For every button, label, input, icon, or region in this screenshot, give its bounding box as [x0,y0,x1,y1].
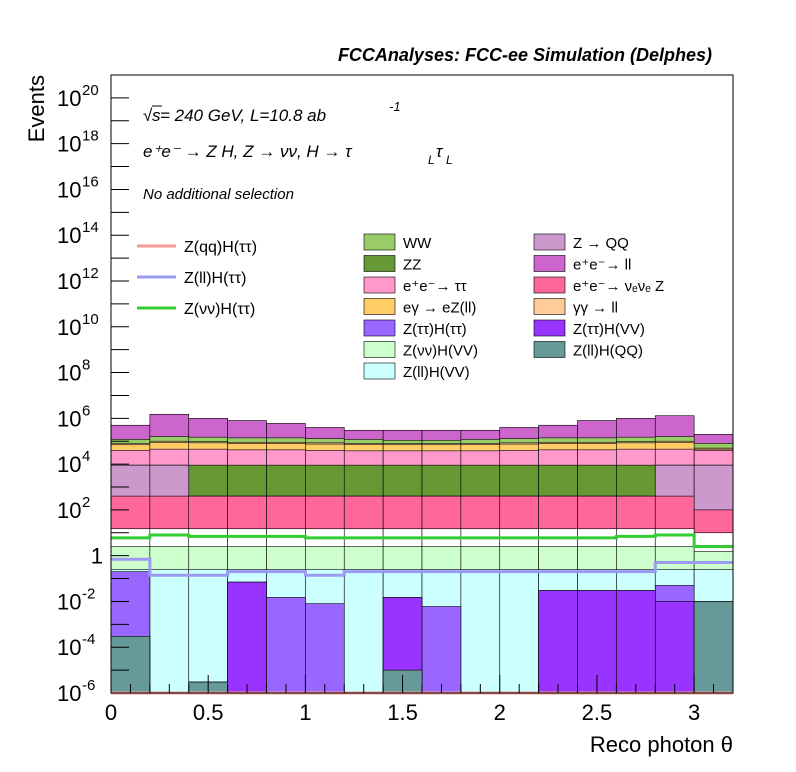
process-sub2: L [446,153,453,167]
legend-swatch [363,276,396,294]
x-tick-label: 3 [688,700,700,725]
y-tick-exponent: 2 [82,494,90,511]
y-tick-exponent: 16 [82,173,99,190]
legend: Z(qq)H(ττ) Z(ll)H(ττ) Z(νν)H(ττ) WW ZZ e⁺e⁻→ … [137,233,664,381]
legend-label: γγ → ll [573,300,618,317]
y-tick-label: 10 [57,361,81,386]
y-tick-exponent: 18 [82,128,99,145]
legend-swatch [363,298,396,315]
legend-label: e⁺e⁻→ ττ [403,278,467,295]
bar-z-ll-h-vv--9 [460,569,501,694]
y-tick-label: 10 [57,86,81,111]
y-tick-exponent: 20 [82,82,99,99]
bar-z-h-vv--13 [616,590,656,694]
y-tick-label: 10 [57,223,81,248]
chart-title: FCCAnalyses: FCC-ee Simulation (Delphes) [338,45,712,65]
sqrt-symbol: √ [143,106,153,125]
y-tick-label: 10 [57,635,81,660]
legend-swatch [533,255,566,272]
selection-text: No additional selection [143,186,294,203]
legend-label: e⁺e⁻→ νₑνₑ Z [573,278,664,295]
x-tick-label: 1.5 [387,700,418,725]
y-tick-exponent: 4 [82,448,90,465]
x-tick-label: 0.5 [193,700,224,725]
legend-swatch [533,341,566,358]
process-tau: τ [436,142,444,161]
legend-swatch [533,233,566,251]
y-tick-label: 10 [57,498,81,523]
bar-z-h--5 [305,603,345,694]
histogram-stack [110,414,734,694]
bar-z-h-vv--11 [538,590,578,694]
bar-z-h-vv--14 [654,601,695,694]
x-axis-label: Reco photon θ [590,732,733,757]
legend-swatch [363,233,396,251]
bar-z-ll-h-qq--15 [693,601,734,694]
y-tick-label: 10 [57,177,81,202]
legend-label: WW [403,235,432,252]
y-tick-label: 10 [57,589,81,614]
y-tick-exponent: 8 [82,357,90,374]
bar-z-ll-h-vv--1 [149,569,190,694]
process-text: e⁺e⁻ → Z H, Z → νν, H → τ [143,142,353,161]
y-tick-label: 10 [57,269,81,294]
x-tick-label: 1 [299,700,311,725]
y-tick-label: 10 [57,681,81,706]
y-tick-exponent: 14 [82,219,99,236]
y-tick-label: 10 [57,132,81,157]
x-tick-label: 0 [105,700,117,725]
legend-label: ZZ [403,257,421,274]
legend-label: Z(ττ)H(ττ) [403,321,467,338]
legend-label: eγ → eZ(ll) [403,300,476,317]
energy-exponent: -1 [389,99,401,114]
legend-label: Z(ll)H(VV) [403,364,470,381]
legend-line-label: Z(ll)H(ττ) [184,270,246,287]
legend-label: Z(ll)H(QQ) [573,343,643,360]
y-tick-exponent: 6 [82,402,90,419]
y-tick-exponent: -6 [82,677,95,694]
bar-z-h-vv--3 [227,581,267,694]
x-axis: 0 0.5 1 1.5 2 2.5 3 [105,675,734,725]
bar-z-h--8 [421,606,462,694]
legend-swatch [363,362,396,380]
bar-z-ll-h-vv--10 [499,569,539,694]
y-tick-exponent: 12 [82,265,99,282]
x-tick-label: 2 [494,700,506,725]
line-z-ll-h- [111,557,733,577]
y-tick-label: 1 [91,544,103,569]
bar-z-ll-h-vv--2 [188,569,228,694]
legend-swatch [363,319,396,337]
legend-label: Z → QQ [573,235,629,252]
legend-label: Z(ττ)H(VV) [573,321,645,338]
energy-annotation: √ s = 240 GeV, L=10.8 ab -1 [143,99,401,125]
legend-swatch [363,255,396,272]
process-sub1: L [428,153,435,167]
process-annotation: e⁺e⁻ → Z H, Z → νν, H → τ L τ L [143,142,453,167]
line-z-h- [111,533,733,549]
legend-swatch [533,298,566,315]
energy-text: = 240 GeV, L=10.8 ab [160,106,326,125]
energy-s: s [152,106,161,125]
legend-swatch [363,341,396,358]
y-tick-label: 10 [57,452,81,477]
y-tick-exponent: -2 [82,585,95,602]
legend-line-label: Z(νν)H(ττ) [184,301,255,318]
y-tick-exponent: -4 [82,631,95,648]
bar-z-ll-h-vv--6 [343,569,384,694]
y-tick-label: 10 [57,406,81,431]
y-tick-label: 10 [57,315,81,340]
x-tick-label: 2.5 [582,700,613,725]
legend-swatch [533,319,566,337]
y-tick-exponent: 10 [82,311,99,328]
legend-label: e⁺e⁻→ ll [573,257,631,274]
y-axis-label: Events [24,75,49,142]
bar-z-ll-h-qq--0 [110,636,151,694]
legend-swatch [533,276,566,294]
legend-label: Z(νν)H(VV) [403,343,478,360]
bar-z-h--4 [266,597,306,694]
legend-line-label: Z(qq)H(ττ) [184,239,257,256]
